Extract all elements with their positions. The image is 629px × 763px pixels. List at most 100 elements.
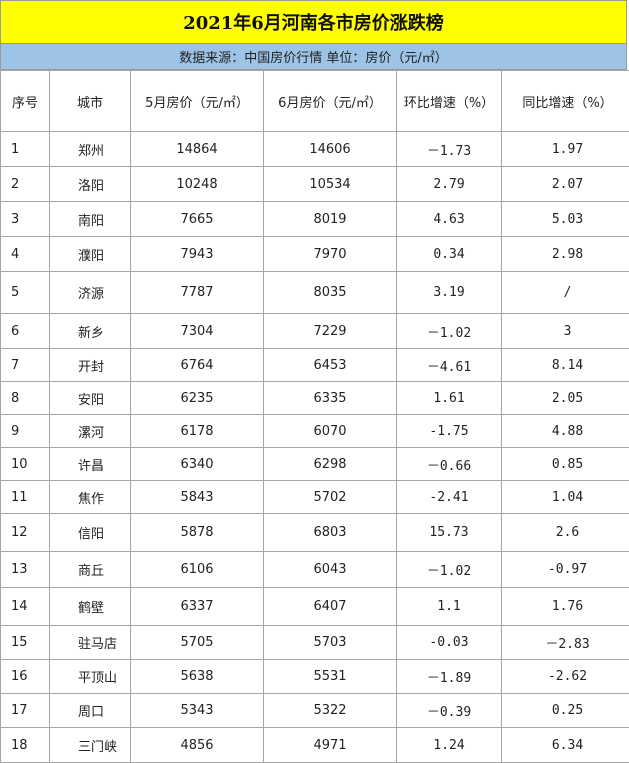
row-city: 鹤壁 <box>50 588 131 626</box>
row-may-price: 6106 <box>131 552 264 588</box>
row-index: 17 <box>1 694 50 728</box>
row-mom-change: 0.34 <box>397 237 502 272</box>
row-yoy-change: 0.85 <box>502 448 629 481</box>
row-jun-price: 6453 <box>264 349 397 382</box>
row-may-price: 7943 <box>131 237 264 272</box>
row-city: 濮阳 <box>50 237 131 272</box>
row-index: 18 <box>1 728 50 763</box>
row-index: 2 <box>1 167 50 202</box>
row-yoy-change: 1.76 <box>502 588 629 626</box>
table-title: 2021年6月河南各市房价涨跌榜 <box>0 0 627 44</box>
row-may-price: 6340 <box>131 448 264 481</box>
row-jun-price: 6298 <box>264 448 397 481</box>
row-may-price: 6337 <box>131 588 264 626</box>
header-jun-price: 6月房价（元/㎡） <box>264 71 397 132</box>
row-jun-price: 6803 <box>264 514 397 552</box>
row-index: 14 <box>1 588 50 626</box>
row-city: 信阳 <box>50 514 131 552</box>
row-may-price: 7665 <box>131 202 264 237</box>
row-jun-price: 7970 <box>264 237 397 272</box>
row-mom-change: －1.73 <box>397 132 502 167</box>
row-jun-price: 5703 <box>264 626 397 660</box>
row-yoy-change: 2.98 <box>502 237 629 272</box>
row-mom-change: -2.41 <box>397 481 502 514</box>
row-jun-price: 7229 <box>264 314 397 349</box>
header-city: 城市 <box>50 71 131 132</box>
row-index: 12 <box>1 514 50 552</box>
row-jun-price: 8019 <box>264 202 397 237</box>
row-yoy-change: / <box>502 272 629 314</box>
row-yoy-change: 5.03 <box>502 202 629 237</box>
row-may-price: 6235 <box>131 382 264 415</box>
row-may-price: 4856 <box>131 728 264 763</box>
row-yoy-change: 8.14 <box>502 349 629 382</box>
header-mom: 环比增速（%） <box>397 71 502 132</box>
row-yoy-change: -2.62 <box>502 660 629 694</box>
row-city: 许昌 <box>50 448 131 481</box>
row-yoy-change: 0.25 <box>502 694 629 728</box>
row-jun-price: 6070 <box>264 415 397 448</box>
row-may-price: 5705 <box>131 626 264 660</box>
row-city: 南阳 <box>50 202 131 237</box>
row-mom-change: 1.61 <box>397 382 502 415</box>
row-mom-change: -1.75 <box>397 415 502 448</box>
row-yoy-change: 3 <box>502 314 629 349</box>
row-may-price: 5638 <box>131 660 264 694</box>
row-index: 5 <box>1 272 50 314</box>
row-may-price: 7787 <box>131 272 264 314</box>
row-jun-price: 6335 <box>264 382 397 415</box>
row-may-price: 6764 <box>131 349 264 382</box>
row-jun-price: 5322 <box>264 694 397 728</box>
row-may-price: 5343 <box>131 694 264 728</box>
row-index: 6 <box>1 314 50 349</box>
header-yoy: 同比增速（%） <box>502 71 629 132</box>
row-may-price: 14864 <box>131 132 264 167</box>
row-city: 安阳 <box>50 382 131 415</box>
row-may-price: 10248 <box>131 167 264 202</box>
row-yoy-change: -0.97 <box>502 552 629 588</box>
row-may-price: 5878 <box>131 514 264 552</box>
row-city: 周口 <box>50 694 131 728</box>
row-index: 8 <box>1 382 50 415</box>
row-index: 10 <box>1 448 50 481</box>
row-jun-price: 8035 <box>264 272 397 314</box>
row-mom-change: －4.61 <box>397 349 502 382</box>
row-mom-change: 1.24 <box>397 728 502 763</box>
row-mom-change: －0.66 <box>397 448 502 481</box>
row-yoy-change: 2.07 <box>502 167 629 202</box>
row-city: 焦作 <box>50 481 131 514</box>
row-jun-price: 4971 <box>264 728 397 763</box>
row-yoy-change: 1.04 <box>502 481 629 514</box>
row-mom-change: －1.02 <box>397 552 502 588</box>
row-city: 商丘 <box>50 552 131 588</box>
row-jun-price: 6043 <box>264 552 397 588</box>
row-index: 7 <box>1 349 50 382</box>
header-index: 序号 <box>1 71 50 132</box>
row-jun-price: 5531 <box>264 660 397 694</box>
row-index: 1 <box>1 132 50 167</box>
row-city: 驻马店 <box>50 626 131 660</box>
row-city: 济源 <box>50 272 131 314</box>
row-city: 新乡 <box>50 314 131 349</box>
header-may-price: 5月房价（元/㎡） <box>131 71 264 132</box>
row-jun-price: 6407 <box>264 588 397 626</box>
header-row: 序号 城市 5月房价（元/㎡） 6月房价（元/㎡） 环比增速（%） 同比增速（%… <box>1 71 629 132</box>
row-mom-change: 4.63 <box>397 202 502 237</box>
price-table: 序号 城市 5月房价（元/㎡） 6月房价（元/㎡） 环比增速（%） 同比增速（%… <box>0 70 629 763</box>
row-index: 11 <box>1 481 50 514</box>
